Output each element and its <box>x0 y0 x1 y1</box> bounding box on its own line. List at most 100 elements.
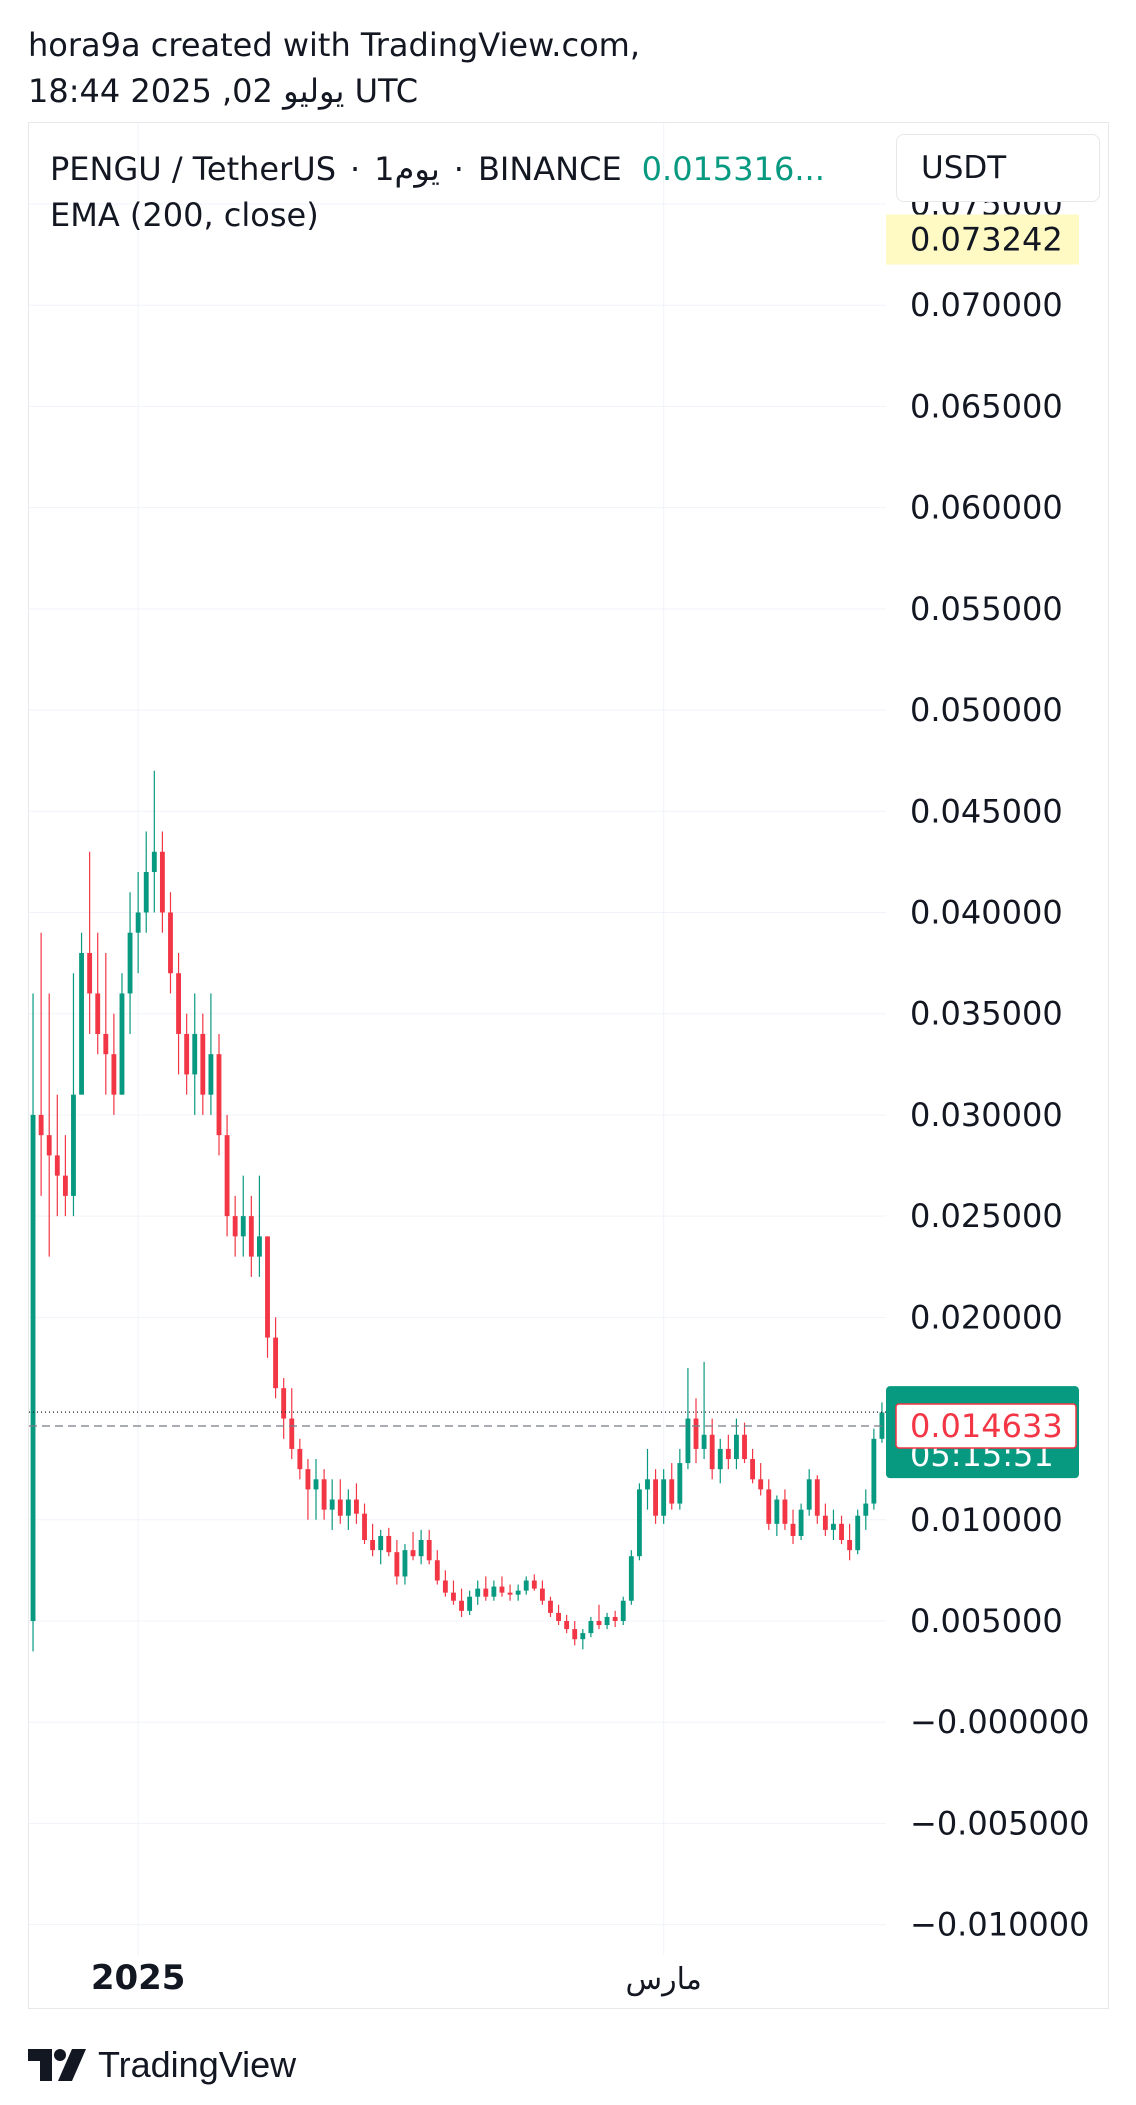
candles <box>30 770 885 1652</box>
candle-body <box>354 1499 359 1514</box>
candle-body <box>572 1629 578 1640</box>
candle-body <box>507 1592 513 1595</box>
chart-frame <box>28 122 1109 2009</box>
time-tick-label: مارس <box>626 1962 702 1997</box>
candle-body <box>127 932 133 994</box>
candle-body <box>337 1499 343 1516</box>
candle-body <box>95 993 101 1034</box>
candle-body <box>434 1560 440 1581</box>
candle-body <box>426 1540 432 1561</box>
candle-body <box>297 1448 303 1470</box>
price-tick-label: 0.060000 <box>910 489 1063 527</box>
last-price: 0.015316... <box>641 150 825 188</box>
price-tick-label: 0.040000 <box>910 893 1063 931</box>
candle-body <box>71 1094 76 1196</box>
candle-body <box>289 1418 295 1449</box>
candle-body <box>402 1550 408 1577</box>
candle-body <box>539 1588 545 1601</box>
candle-body <box>556 1612 561 1621</box>
high-price-label: 0.073242 <box>910 221 1063 259</box>
ema-badge <box>895 1403 1077 1449</box>
candle-body <box>418 1540 424 1557</box>
author-line: hora9a created with TradingView.com, <box>28 26 640 64</box>
candle-body <box>216 1054 222 1136</box>
time-axis: 2025مارسمايوليو <box>91 1958 702 1998</box>
price-tick-label: 0.020000 <box>910 1298 1063 1336</box>
candle-body <box>386 1535 392 1553</box>
candle-body <box>604 1616 610 1626</box>
price-lines <box>29 1411 886 1427</box>
candle-body <box>620 1600 626 1621</box>
interval-label[interactable]: 1يوم <box>374 150 440 188</box>
chart-legend: PENGU / TetherUS · 1يوم · BINANCE 0.0153… <box>50 146 825 238</box>
watermark-header: hora9a created with TradingView.com, 18:… <box>28 22 640 114</box>
candle-body <box>151 851 157 872</box>
candle-body <box>742 1434 747 1460</box>
candle-body <box>79 952 84 1095</box>
price-tick-label: −0.000000 <box>910 1703 1090 1741</box>
candle-body <box>653 1479 659 1516</box>
timestamp-line: 18:44 2025 ,02 يوليو UTC <box>28 72 419 110</box>
candle-body <box>831 1523 836 1530</box>
price-tick-label: 0.005000 <box>910 1602 1063 1640</box>
candle-body <box>46 1135 52 1156</box>
candle-body <box>863 1503 869 1516</box>
candle-body <box>159 851 165 913</box>
candle-body <box>750 1459 756 1480</box>
candle-body <box>531 1580 537 1589</box>
candle-body <box>305 1469 311 1490</box>
candle-body <box>661 1479 667 1516</box>
candle-body <box>378 1535 384 1551</box>
legend-separator-2: · <box>453 150 464 188</box>
candle-body <box>814 1479 820 1516</box>
candle-body <box>491 1586 497 1597</box>
candle-body <box>224 1135 230 1217</box>
candle-body <box>709 1434 715 1470</box>
candle-body <box>774 1499 780 1524</box>
candle-body <box>499 1586 505 1593</box>
candle-body <box>636 1489 642 1557</box>
indicator-label[interactable]: EMA (200, close) <box>50 196 319 234</box>
grid-lines <box>29 123 886 1955</box>
candle-body <box>612 1616 618 1621</box>
high-price-badge <box>886 214 1079 265</box>
brand-name: TradingView <box>98 2044 297 2085</box>
price-tick-label: 0.055000 <box>910 590 1063 628</box>
candle-body <box>475 1588 481 1597</box>
candle-body <box>717 1448 723 1470</box>
candle-body <box>871 1438 877 1504</box>
candle-body <box>240 1216 246 1237</box>
exchange-label: BINANCE <box>477 150 622 188</box>
currency-unit-button[interactable]: USDT <box>896 134 1100 202</box>
candle-body <box>362 1513 367 1541</box>
price-tick-label: 0.010000 <box>910 1501 1063 1539</box>
candle-body <box>580 1633 586 1640</box>
price-tick-label: 0.030000 <box>910 1096 1063 1134</box>
candle-body <box>200 1033 206 1095</box>
candle-body <box>394 1552 400 1577</box>
candle-body <box>30 1114 36 1621</box>
candle-body <box>564 1620 570 1630</box>
candle-body <box>184 1033 190 1075</box>
candle-body <box>515 1590 521 1595</box>
candle-body <box>143 871 149 913</box>
candle-body <box>442 1580 448 1593</box>
tradingview-logo-icon <box>28 2049 86 2081</box>
candle-body <box>273 1337 279 1389</box>
legend-separator-1: · <box>350 150 361 188</box>
candle-body <box>847 1540 853 1551</box>
candle-body <box>548 1600 553 1613</box>
candle-body <box>693 1418 699 1449</box>
candle-body <box>168 912 173 974</box>
ema-label: 0.014633 <box>910 1407 1063 1445</box>
candle-body <box>798 1509 804 1536</box>
candle-body <box>451 1592 456 1601</box>
candle-body <box>685 1418 691 1464</box>
price-tick-label: 0.065000 <box>910 387 1063 425</box>
candle-body <box>766 1489 772 1524</box>
candle-body <box>410 1550 416 1557</box>
symbol-name[interactable]: PENGU / TetherUS <box>50 150 336 188</box>
tradingview-logo: TradingView <box>28 2040 296 2090</box>
candle-body <box>321 1479 327 1510</box>
